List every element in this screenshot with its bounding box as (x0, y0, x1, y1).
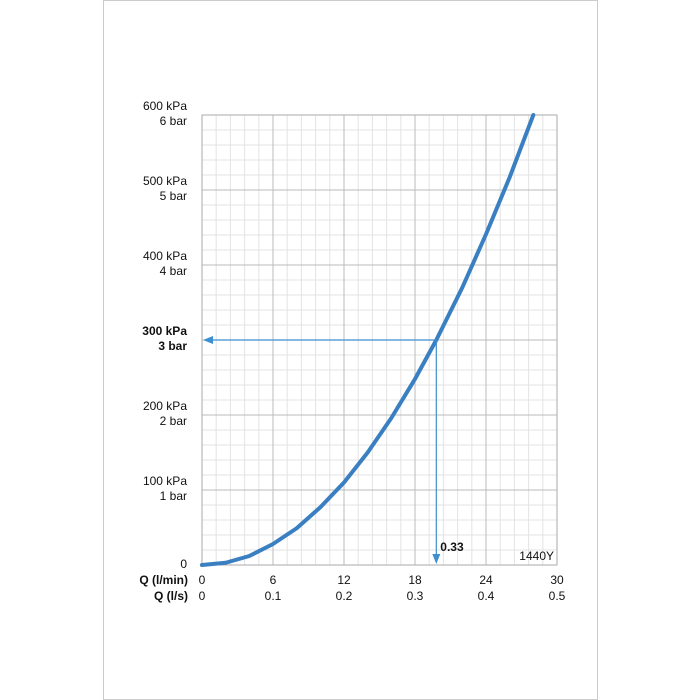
x-axis-title: Q (l/min) (139, 573, 188, 587)
y-tick-label: 300 kPa (142, 324, 187, 338)
arrow-head (432, 554, 441, 564)
x-tick-label: 0 (199, 573, 206, 587)
x2-tick-label: 0.3 (407, 589, 424, 603)
y2-tick-label: 4 bar (160, 264, 187, 278)
x2-tick-label: 0.2 (336, 589, 353, 603)
y-tick-label: 100 kPa (143, 474, 187, 488)
y2-tick-label: 5 bar (160, 189, 187, 203)
y-tick-label: 200 kPa (143, 399, 187, 413)
x2-tick-label: 0 (199, 589, 206, 603)
x-tick-label: 12 (337, 573, 351, 587)
x-tick-label: 24 (479, 573, 493, 587)
page-border (103, 0, 598, 700)
plot-frame (201, 114, 558, 566)
y2-tick-label: 1 bar (160, 489, 187, 503)
x2-axis-title: Q (l/s) (154, 589, 188, 603)
x2-tick-label: 0.1 (265, 589, 282, 603)
y-tick-label: 400 kPa (143, 249, 187, 263)
x-tick-label: 6 (270, 573, 277, 587)
y-tick-label: 0 (180, 557, 187, 571)
y2-tick-label: 2 bar (160, 414, 187, 428)
y-tick-label: 600 kPa (143, 99, 187, 113)
chart-code: 1440Y (519, 549, 554, 563)
x2-tick-label: 0.5 (549, 589, 566, 603)
y2-tick-label: 6 bar (160, 114, 187, 128)
x-tick-label: 30 (550, 573, 564, 587)
series-line (200, 113, 536, 567)
x-tick-label: 18 (408, 573, 422, 587)
highlight-label: 0.33 (440, 540, 464, 554)
arrow-head (203, 336, 213, 344)
y-tick-label: 500 kPa (143, 174, 187, 188)
x2-tick-label: 0.4 (478, 589, 495, 603)
y2-tick-label: 3 bar (158, 339, 187, 353)
